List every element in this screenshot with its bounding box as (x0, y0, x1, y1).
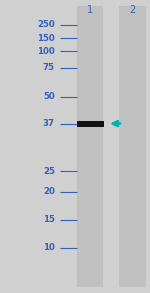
Text: 37: 37 (43, 119, 55, 128)
Bar (118, 6, 146, 287)
Text: 10: 10 (43, 243, 55, 252)
Text: 25: 25 (43, 167, 55, 176)
Text: 100: 100 (37, 47, 55, 56)
Text: 75: 75 (43, 64, 55, 72)
Text: 1: 1 (87, 5, 93, 15)
Text: 250: 250 (37, 21, 55, 29)
Text: 20: 20 (43, 188, 55, 196)
Text: 15: 15 (43, 215, 55, 224)
Text: 2: 2 (129, 5, 135, 15)
Text: 150: 150 (37, 34, 55, 42)
Bar (76, 6, 103, 287)
Text: 50: 50 (43, 92, 55, 101)
Bar (77, 121, 104, 127)
